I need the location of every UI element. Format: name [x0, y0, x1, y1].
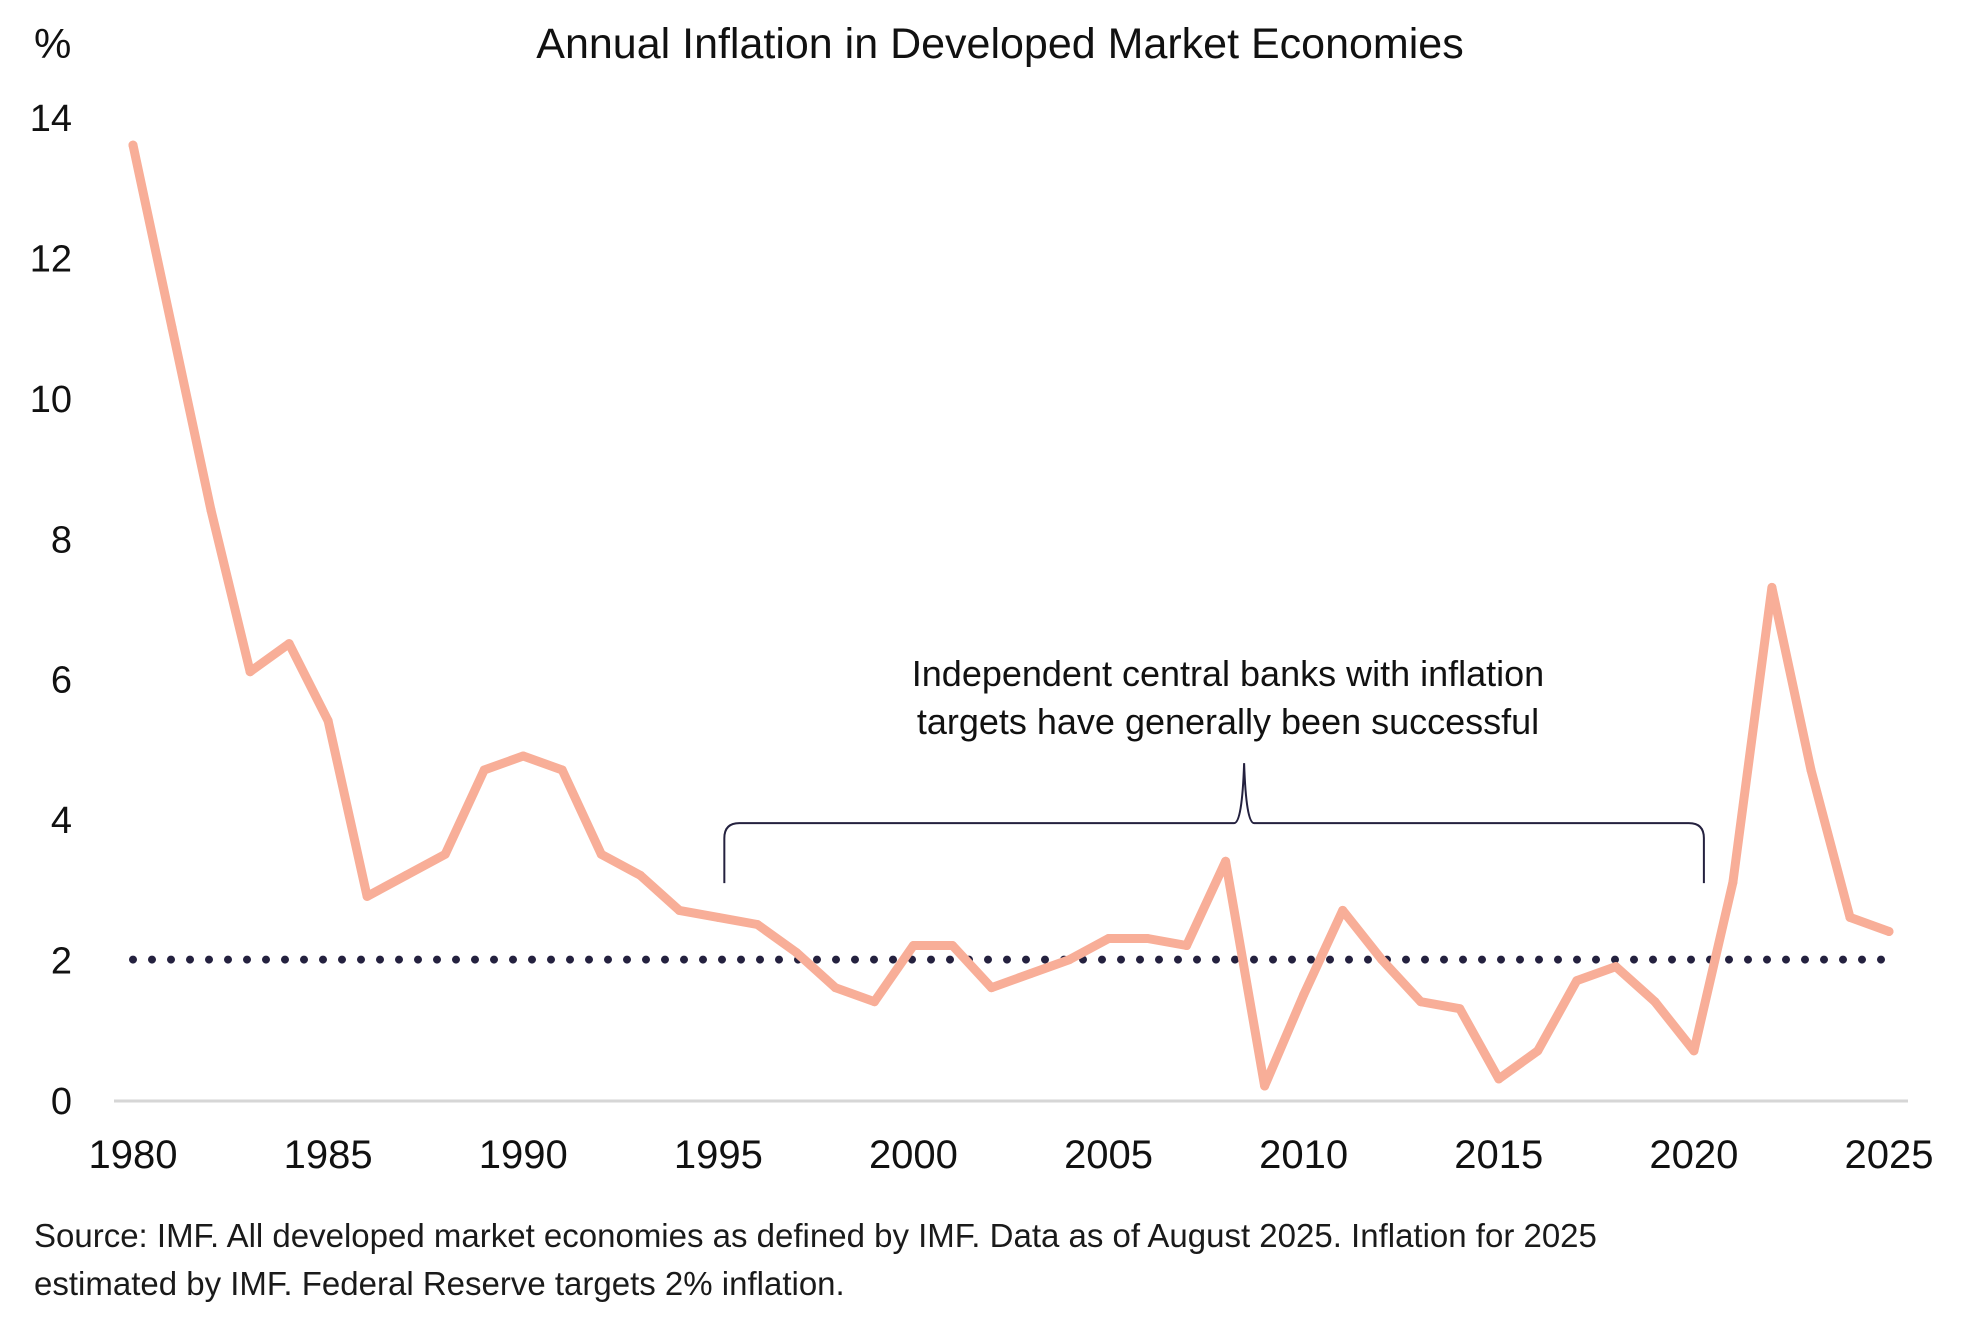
footnote-line-2: estimated by IMF. Federal Reserve target…: [34, 1265, 845, 1302]
data-point: [1650, 997, 1660, 1007]
data-point: [1806, 765, 1816, 775]
data-point: [1845, 912, 1855, 922]
data-point: [752, 919, 762, 929]
x-tick-label: 2010: [1259, 1133, 1348, 1177]
y-tick-label: 4: [51, 800, 72, 842]
data-point: [284, 639, 294, 649]
source-footnote: Source: IMF. All developed market econom…: [34, 1212, 1964, 1308]
x-tick-label: 2020: [1649, 1133, 1738, 1177]
data-point: [1299, 990, 1309, 1000]
chart-title: Annual Inflation in Developed Market Eco…: [536, 20, 1463, 68]
data-point: [1689, 1046, 1699, 1056]
data-point: [1026, 969, 1036, 979]
data-point: [1611, 962, 1621, 972]
annotation-text-line: targets have generally been successful: [917, 701, 1539, 742]
x-tick-label: 1990: [479, 1133, 568, 1177]
x-tick-label: 2000: [869, 1133, 958, 1177]
data-point: [557, 765, 567, 775]
data-point: [986, 983, 996, 993]
data-point: [674, 905, 684, 915]
data-point: [167, 323, 177, 333]
data-point: [596, 849, 606, 859]
data-point: [947, 941, 957, 951]
data-point: [1221, 856, 1231, 866]
data-point: [1494, 1074, 1504, 1084]
y-axis-unit-label: %: [34, 20, 71, 67]
data-point: [1455, 1004, 1465, 1014]
data-point: [908, 941, 918, 951]
y-tick-label: 12: [30, 238, 72, 280]
x-tick-label: 1985: [284, 1133, 373, 1177]
data-point: [1884, 926, 1894, 936]
data-point: [635, 870, 645, 880]
data-point: [245, 667, 255, 677]
footnote-line-1: Source: IMF. All developed market econom…: [34, 1217, 1597, 1254]
data-point: [1572, 976, 1582, 986]
data-point: [713, 912, 723, 922]
data-point: [479, 765, 489, 775]
annotation-text-line: Independent central banks with inflation: [912, 653, 1544, 694]
data-point: [1767, 582, 1777, 592]
data-point: [1416, 997, 1426, 1007]
annotation-bracket: [723, 763, 1705, 884]
data-point: [518, 751, 528, 761]
x-tick-label: 2005: [1064, 1133, 1153, 1177]
data-point: [1533, 1046, 1543, 1056]
data-point: [1260, 1081, 1270, 1091]
x-tick-label: 1980: [89, 1133, 178, 1177]
inflation-series-line: [128, 140, 1894, 1091]
x-tick-label: 2015: [1454, 1133, 1543, 1177]
inflation-chart: % Annual Inflation in Developed Market E…: [30, 20, 1934, 1177]
y-tick-label: 6: [51, 660, 72, 702]
y-tick-label: 8: [51, 519, 72, 561]
data-point: [1143, 934, 1153, 944]
data-point: [1104, 934, 1114, 944]
data-point: [1338, 905, 1348, 915]
data-point: [440, 849, 450, 859]
y-tick-label: 14: [30, 98, 72, 140]
data-point: [128, 140, 138, 150]
data-point: [1377, 955, 1387, 965]
x-tick-label: 1995: [674, 1133, 763, 1177]
data-point: [791, 948, 801, 958]
data-point: [1728, 877, 1738, 887]
data-point: [401, 870, 411, 880]
y-tick-label: 0: [51, 1081, 72, 1123]
data-point: [362, 891, 372, 901]
data-point: [830, 983, 840, 993]
data-point: [869, 997, 879, 1007]
x-tick-label: 2025: [1845, 1133, 1934, 1177]
data-point: [323, 716, 333, 726]
y-tick-label: 10: [30, 379, 72, 421]
data-point: [1182, 941, 1192, 951]
data-point: [206, 505, 216, 515]
y-tick-label: 2: [51, 941, 72, 983]
data-point: [1065, 955, 1075, 965]
